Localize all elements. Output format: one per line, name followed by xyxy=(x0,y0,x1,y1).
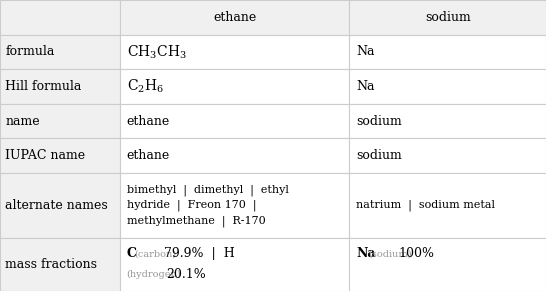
Bar xyxy=(120,173,349,238)
Bar xyxy=(349,0,546,35)
Text: mass fractions: mass fractions xyxy=(5,258,97,271)
Text: 20.1%: 20.1% xyxy=(166,267,206,281)
Bar xyxy=(120,238,349,291)
Bar xyxy=(0,104,120,139)
Bar xyxy=(349,35,546,69)
Bar xyxy=(349,173,546,238)
Text: natrium  |  sodium metal: natrium | sodium metal xyxy=(356,200,495,211)
Text: (sodium): (sodium) xyxy=(368,249,412,258)
Text: IUPAC name: IUPAC name xyxy=(5,149,86,162)
Text: formula: formula xyxy=(5,45,55,58)
Bar xyxy=(0,173,120,238)
Text: C: C xyxy=(127,247,136,260)
Bar xyxy=(349,69,546,104)
Bar xyxy=(120,104,349,139)
Bar xyxy=(120,69,349,104)
Text: bimethyl  |  dimethyl  |  ethyl
hydride  |  Freon 170  |
methylmethane  |  R-170: bimethyl | dimethyl | ethyl hydride | Fr… xyxy=(127,184,288,227)
Text: ethane: ethane xyxy=(127,149,170,162)
Text: name: name xyxy=(5,115,40,127)
Text: sodium: sodium xyxy=(356,149,402,162)
Text: Na: Na xyxy=(356,247,376,260)
Text: Na: Na xyxy=(356,45,375,58)
Bar xyxy=(0,0,120,35)
Text: ethane: ethane xyxy=(127,115,170,127)
Text: $\mathregular{C_2H_6}$: $\mathregular{C_2H_6}$ xyxy=(127,78,164,95)
Bar xyxy=(0,69,120,104)
Bar xyxy=(120,0,349,35)
Text: (hydrogen): (hydrogen) xyxy=(127,269,181,278)
Bar xyxy=(120,139,349,173)
Bar xyxy=(349,139,546,173)
Text: 79.9%  |  H: 79.9% | H xyxy=(164,247,235,260)
Text: sodium: sodium xyxy=(425,11,471,24)
Text: Hill formula: Hill formula xyxy=(5,80,82,93)
Text: sodium: sodium xyxy=(356,115,402,127)
Bar xyxy=(120,35,349,69)
Text: 100%: 100% xyxy=(399,247,435,260)
Bar xyxy=(0,35,120,69)
Bar xyxy=(0,139,120,173)
Text: $\mathregular{CH_3CH_3}$: $\mathregular{CH_3CH_3}$ xyxy=(127,43,187,61)
Text: ethane: ethane xyxy=(213,11,257,24)
Bar xyxy=(349,238,546,291)
Bar xyxy=(0,238,120,291)
Text: alternate names: alternate names xyxy=(5,199,108,212)
Text: (carbon): (carbon) xyxy=(134,249,176,258)
Bar xyxy=(349,104,546,139)
Text: Na: Na xyxy=(356,80,375,93)
